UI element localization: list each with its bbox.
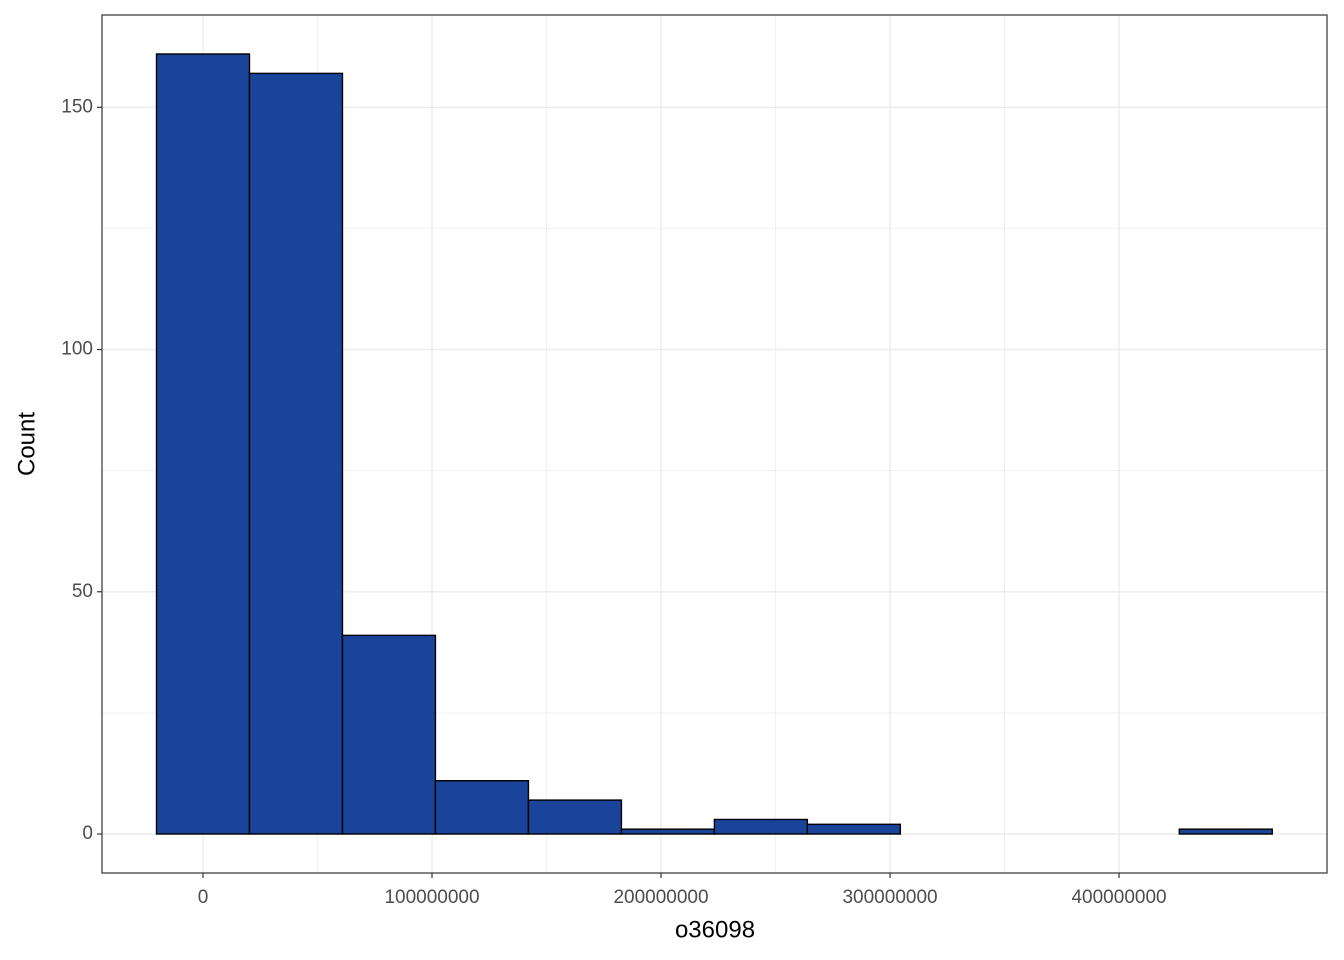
x-tick-label: 100000000 [384, 887, 479, 908]
bar [1178, 828, 1273, 835]
y-axis-title: Count [13, 412, 40, 476]
x-tick-label: 200000000 [613, 887, 708, 908]
y-tick-label: 100 [61, 339, 93, 360]
bar [806, 823, 902, 835]
marks [155, 53, 1273, 835]
x-tick-label: 300000000 [842, 887, 937, 908]
bar [434, 780, 530, 835]
axes: 0 50 100 150 0 100000000 200000000 300000000 400… [61, 96, 1166, 908]
y-tick-label: 50 [72, 581, 93, 602]
bar [248, 72, 344, 835]
panel-border [101, 14, 1328, 874]
x-tick-label: 400000000 [1071, 887, 1166, 908]
bar [527, 799, 623, 835]
bar [155, 53, 251, 835]
bar [341, 634, 437, 835]
bar [620, 828, 716, 835]
y-tick-label: 150 [61, 96, 93, 117]
y-tick-label: 0 [82, 823, 93, 844]
bar [713, 818, 809, 835]
x-tick-label: 0 [198, 887, 209, 908]
x-axis-title: o36098 [675, 916, 755, 943]
